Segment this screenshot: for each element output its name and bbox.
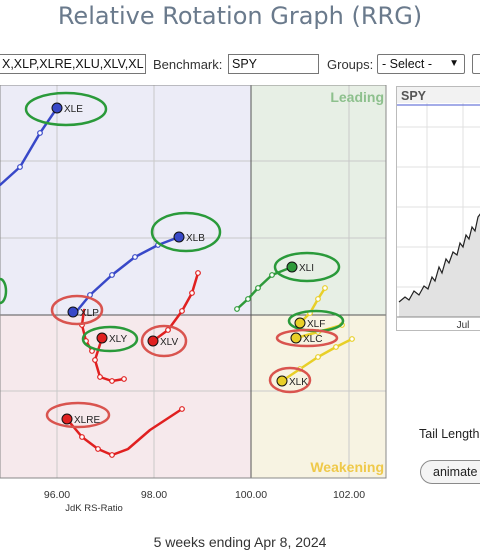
x-tick-label: 96.00: [44, 489, 70, 501]
animate-button[interactable]: animate: [420, 460, 480, 484]
benchmark-label: Benchmark:: [153, 57, 223, 72]
x-axis-label: JdK RS-Ratio: [65, 503, 123, 514]
xlre-label: XLRE: [74, 415, 100, 426]
partial-highlight: [0, 277, 8, 305]
xlp-point[interactable]: [67, 306, 79, 318]
groups-select[interactable]: - Select - ▼: [377, 54, 465, 74]
xle-tail: [0, 106, 59, 187]
xli-point[interactable]: [286, 261, 298, 273]
benchmark-mini-chart: SPY Jul: [396, 86, 480, 331]
xlre-highlight: [45, 401, 111, 429]
grid-lines: [0, 85, 386, 478]
improving-quadrant: [0, 85, 251, 315]
xli-highlight: [273, 251, 341, 283]
tail-length-label: Tail Length: [419, 427, 480, 441]
mini-price-line: [398, 213, 480, 303]
toolbar: X,XLP,XLRE,XLU,XLV,XL Benchmark: SPY Gro…: [0, 50, 480, 80]
xli-label: XLI: [299, 263, 314, 274]
xle-point[interactable]: [51, 102, 63, 114]
mini-chart-plot: SPY Jul: [397, 87, 480, 331]
mini-chart-symbol: SPY: [401, 89, 427, 103]
xlb-highlight: [150, 211, 222, 253]
groups-select-value: - Select -: [382, 57, 433, 71]
xly-highlight: [81, 325, 139, 353]
xlk-label: XLK: [289, 377, 308, 388]
xlc-label: XLC: [303, 334, 322, 345]
x-tick-label: 100.00: [235, 489, 267, 501]
xlf-label: XLF: [307, 319, 325, 330]
xlv-label: XLV: [160, 337, 178, 348]
xlp-label: XLP: [80, 308, 99, 319]
xlk-highlight: [268, 366, 312, 394]
xlv-highlight: [140, 324, 188, 358]
groups-label: Groups:: [327, 57, 374, 72]
xlb-point[interactable]: [173, 231, 185, 243]
xle-highlight: [24, 91, 108, 127]
xlf-tail: [298, 286, 327, 325]
chevron-down-icon: ▼: [449, 58, 459, 69]
benchmark-input[interactable]: SPY: [228, 54, 319, 74]
xlb-label: XLB: [186, 233, 205, 244]
weakening-quadrant: [251, 315, 386, 478]
xlv-point[interactable]: [147, 335, 159, 347]
symbols-input[interactable]: X,XLP,XLRE,XLU,XLV,XL: [0, 54, 146, 74]
xle-label: XLE: [64, 104, 83, 115]
xlre-point[interactable]: [61, 413, 73, 425]
xly-label: XLY: [109, 334, 127, 345]
xlp-highlight: [50, 294, 104, 326]
rrg-chart: Leading Weakening: [0, 85, 387, 514]
xlc-highlight: [275, 328, 339, 348]
weakening-label: Weakening: [310, 459, 384, 475]
page-title: Relative Rotation Graph (RRG): [57, 2, 423, 30]
mini-area: [399, 214, 480, 317]
period-caption: 5 weeks ending Apr 8, 2024: [153, 534, 327, 550]
mini-x-tick: Jul: [457, 320, 470, 331]
xlc-point[interactable]: [290, 332, 302, 344]
leading-label: Leading: [330, 89, 384, 105]
xlf-point[interactable]: [294, 317, 306, 329]
xlk-point[interactable]: [276, 375, 288, 387]
extra-select[interactable]: [472, 54, 480, 74]
x-tick-label: 102.00: [333, 489, 365, 501]
x-tick-label: 98.00: [141, 489, 167, 501]
chart-frame: [0, 85, 387, 479]
xly-point[interactable]: [96, 332, 108, 344]
